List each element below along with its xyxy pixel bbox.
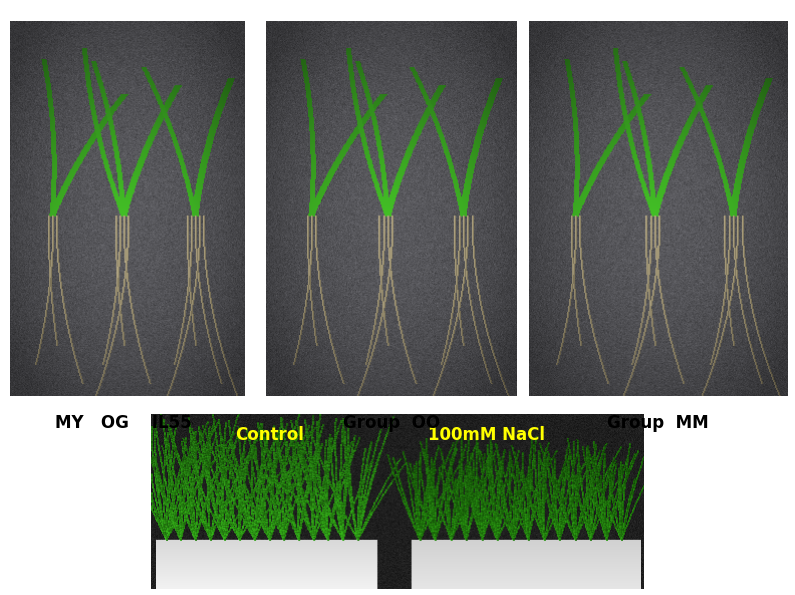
Text: Control: Control xyxy=(235,426,304,444)
Text: Group  MM: Group MM xyxy=(607,414,709,431)
Text: 100mM NaCl: 100mM NaCl xyxy=(428,426,545,444)
Text: Group  OO: Group OO xyxy=(343,414,440,431)
Text: MY   OG    IL55: MY OG IL55 xyxy=(55,414,192,431)
